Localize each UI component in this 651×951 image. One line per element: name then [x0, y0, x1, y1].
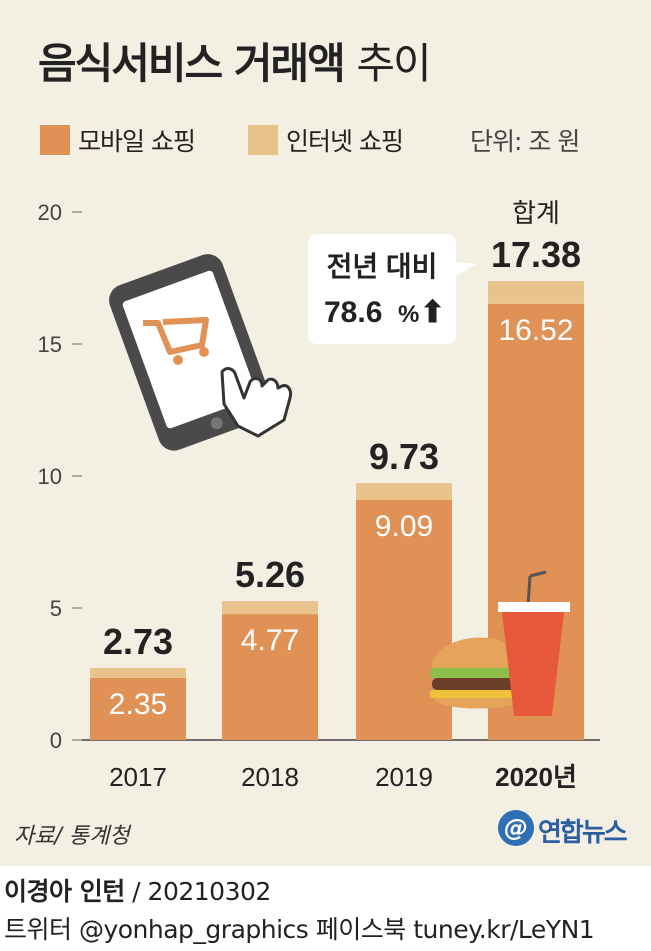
legend-item-mobile: 모바일 쇼핑 — [40, 122, 196, 158]
data-label-mobile: 9.09 — [375, 510, 433, 543]
bar-mobile — [222, 614, 318, 740]
data-label-total: 5.26 — [235, 554, 305, 595]
byline: 이경아 인턴 / 20210302 — [4, 872, 271, 908]
bar-internet — [222, 601, 318, 615]
callout-percent: % — [398, 301, 419, 328]
byline-date: / 20210302 — [132, 877, 271, 906]
bar-internet — [90, 667, 186, 678]
legend-item-internet: 인터넷 쇼핑 — [248, 122, 404, 158]
burger-icon — [430, 637, 526, 709]
bar-internet — [356, 483, 452, 501]
drink-cup-icon — [498, 570, 570, 716]
callout-value: 78.6 — [324, 296, 382, 329]
chart-title: 음식서비스 거래액 추이 — [38, 30, 432, 91]
legend-swatch-internet — [248, 125, 278, 155]
callout-line1: 전년 대비 — [327, 251, 438, 282]
data-label-mobile: 2.35 — [109, 688, 167, 721]
pointing-hand-icon — [220, 367, 292, 438]
data-label-total: 2.73 — [103, 621, 173, 662]
legend-label-mobile: 모바일 쇼핑 — [78, 127, 196, 156]
legend-swatch-mobile — [40, 125, 70, 155]
byline-author: 이경아 인턴 — [4, 877, 125, 906]
logo-text: 연합뉴스 — [538, 818, 628, 848]
total-heading: 합계 — [512, 198, 560, 228]
shopping-cart-icon — [143, 317, 209, 365]
y-tick-label: 5 — [50, 596, 62, 621]
logo-mark-icon: @ — [498, 810, 534, 846]
callout-bubble — [308, 234, 476, 344]
x-tick-label: 2018 — [241, 762, 299, 792]
title-bold: 음식서비스 거래액 — [38, 39, 346, 88]
data-label-total: 9.73 — [369, 436, 439, 477]
unit-label: 단위: 조 원 — [470, 127, 580, 156]
y-tick-label: 20 — [38, 200, 62, 225]
legend-label-internet: 인터넷 쇼핑 — [286, 127, 404, 156]
source-note: 자료/ 통계청 — [14, 824, 130, 849]
bar-chart: 0 5 10 15 20 2.35 2.73 2017 4.77 5.26 2018 9.09 9.73… — [38, 198, 600, 792]
y-tick-label: 10 — [38, 464, 62, 489]
x-tick-label: 2020년 — [495, 762, 577, 792]
y-tick-label: 15 — [38, 332, 62, 357]
y-tick-label: 0 — [50, 728, 62, 753]
callout-arrow-icon: ⬆ — [420, 296, 445, 329]
yoy-callout: 전년 대비 78.6% ⬆ — [308, 234, 476, 344]
data-label-total: 17.38 — [491, 234, 581, 275]
social-links: 트위터 @yonhap_graphics 페이스북 tuney.kr/LeYN1 — [4, 915, 595, 944]
x-tick-label: 2017 — [109, 762, 167, 792]
x-tick-label: 2019 — [375, 762, 433, 792]
bar-internet — [488, 281, 584, 304]
bar-mobile — [90, 677, 186, 740]
data-label-mobile: 4.77 — [241, 624, 299, 657]
data-label-mobile: 16.52 — [498, 314, 573, 347]
title-light: 추이 — [356, 39, 431, 88]
